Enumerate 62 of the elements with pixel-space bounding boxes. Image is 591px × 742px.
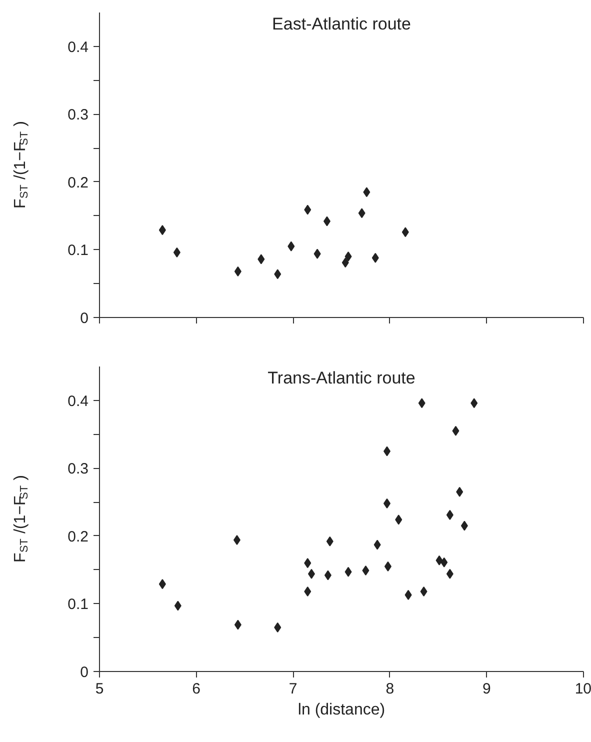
- point: [372, 252, 379, 263]
- point: [358, 208, 366, 218]
- point: [234, 620, 242, 630]
- point: [158, 579, 166, 590]
- point: [446, 568, 454, 579]
- point: [324, 570, 332, 580]
- x-axis-title: ln (distance): [298, 702, 386, 718]
- y-tick-label: 0.3: [68, 460, 89, 478]
- point: [470, 398, 478, 408]
- y-tick-label: 0.3: [68, 106, 89, 124]
- point: [304, 204, 312, 215]
- point: [460, 520, 468, 531]
- x-tick-label: 10: [574, 680, 591, 698]
- x-tick-label: 7: [288, 680, 298, 698]
- x-tick-label: 5: [95, 680, 104, 698]
- point: [440, 557, 448, 568]
- point: [342, 258, 349, 268]
- y-tick-label: 0.1: [68, 242, 89, 260]
- y-tick-label: 0.1: [68, 596, 89, 614]
- point: [402, 227, 409, 238]
- y-tick-label: 0: [80, 664, 88, 681]
- point: [456, 486, 464, 497]
- point: [173, 247, 180, 258]
- point: [344, 252, 352, 262]
- point: [362, 566, 370, 576]
- point: [452, 426, 460, 436]
- y-tick-label: 0: [80, 310, 88, 327]
- point: [274, 622, 282, 632]
- point: [383, 498, 390, 508]
- point: [233, 535, 240, 546]
- point: [383, 446, 390, 456]
- y-tick-label: 0.4: [68, 38, 89, 56]
- point: [274, 269, 282, 280]
- point: [234, 266, 242, 276]
- point: [344, 566, 352, 577]
- point: [363, 187, 370, 198]
- point: [420, 586, 428, 597]
- x-tick-label: 6: [192, 680, 200, 698]
- point: [384, 561, 392, 572]
- y-tick-label: 0.2: [68, 174, 89, 192]
- point: [446, 510, 454, 520]
- point: [304, 558, 312, 568]
- point: [436, 555, 443, 566]
- point: [418, 398, 426, 408]
- point: [258, 254, 265, 264]
- point: [288, 241, 295, 252]
- point: [158, 225, 166, 236]
- point: [374, 540, 381, 550]
- chart-title: East-Atlantic route: [272, 14, 411, 34]
- y-tick-label: 0.2: [68, 528, 89, 546]
- point: [174, 600, 182, 611]
- point: [404, 590, 412, 600]
- point: [314, 248, 321, 259]
- x-tick-label: 8: [386, 680, 394, 698]
- point: [304, 586, 312, 597]
- point: [323, 216, 330, 226]
- chart-title: Trans-Atlantic route: [268, 368, 416, 388]
- y-tick-label: 0.4: [68, 392, 89, 410]
- point: [395, 514, 402, 525]
- point: [308, 568, 315, 579]
- point: [326, 536, 334, 546]
- x-tick-label: 9: [482, 680, 491, 698]
